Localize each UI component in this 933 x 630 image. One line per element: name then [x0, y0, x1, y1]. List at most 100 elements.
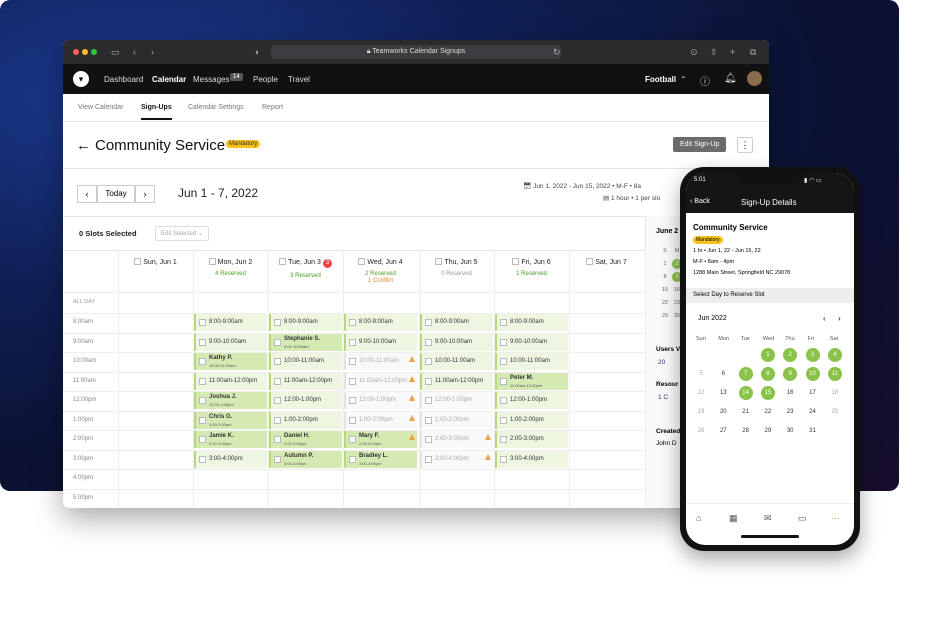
slot-checkbox[interactable] — [500, 397, 507, 404]
calendar-day[interactable]: 9 — [783, 367, 798, 381]
mini-calendar-day[interactable]: 15 — [661, 287, 669, 293]
day-checkbox[interactable] — [208, 258, 216, 265]
time-slot[interactable]: Joshua J. 12:00-1:00pm — [194, 392, 267, 409]
day-checkbox[interactable] — [358, 258, 366, 265]
slot-checkbox[interactable] — [500, 436, 507, 443]
mini-calendar-day[interactable]: S — [663, 248, 667, 254]
slot-checkbox[interactable] — [274, 455, 281, 463]
slot-checkbox[interactable] — [199, 338, 206, 346]
avatar[interactable] — [747, 71, 762, 86]
mini-calendar-day[interactable]: 29 — [661, 313, 669, 319]
time-slot[interactable]: 8:00-9:00am — [495, 314, 568, 331]
tab-view-calendar[interactable]: View Calendar — [78, 104, 124, 111]
time-slot[interactable]: 12:00-1:00pm — [420, 392, 493, 409]
slot-checkbox[interactable] — [274, 397, 281, 404]
slot-checkbox[interactable] — [500, 455, 507, 463]
folder-icon[interactable]: ▭ — [798, 513, 807, 523]
calendar-day[interactable]: 6 — [721, 371, 725, 377]
slot-checkbox[interactable] — [349, 338, 356, 346]
time-slot[interactable]: 11:00am-12:00pm — [344, 372, 417, 390]
nav-travel[interactable]: Travel — [288, 75, 310, 84]
calendar-day[interactable]: 7 — [738, 367, 753, 381]
calendar-day[interactable]: 12 — [697, 390, 705, 396]
calendar-day[interactable]: 18 — [831, 390, 839, 396]
mini-calendar-day[interactable]: 9 — [672, 272, 682, 282]
time-slot[interactable]: 9:00-10:00am — [420, 333, 493, 351]
calendar-day[interactable]: 26 — [697, 428, 705, 434]
calendar-day[interactable]: 21 — [742, 409, 749, 415]
day-checkbox[interactable] — [134, 258, 142, 265]
day-checkbox[interactable] — [279, 258, 287, 265]
calendar-day[interactable]: 28 — [742, 428, 749, 434]
slot-checkbox[interactable] — [500, 358, 507, 365]
bell-icon[interactable]: 🔔︎ — [724, 73, 737, 84]
back-arrow-icon[interactable]: ← — [76, 137, 91, 154]
time-slot[interactable]: 1:00-2:00pm — [344, 411, 417, 429]
slot-checkbox[interactable] — [349, 377, 356, 385]
tab-report[interactable]: Report — [262, 104, 284, 111]
day-header[interactable]: Sat, Jun 7 — [569, 258, 644, 266]
time-slot[interactable]: Mary F. 2:00-3:00pm — [344, 431, 417, 448]
time-slot[interactable]: 9:00-10:00am — [495, 333, 568, 351]
time-slot[interactable]: 3:00-4:00pm — [194, 450, 267, 468]
prev-month-icon[interactable]: ‹ — [823, 314, 826, 323]
mini-calendar-day[interactable]: 30 — [673, 313, 681, 319]
time-slot[interactable]: 1:00-2:00pm — [420, 411, 493, 429]
slot-checkbox[interactable] — [199, 377, 206, 385]
time-slot[interactable]: 8:00-9:00am — [420, 314, 493, 331]
slot-checkbox[interactable] — [349, 397, 356, 404]
slot-checkbox[interactable] — [274, 319, 281, 326]
calendar-day[interactable]: 5 — [699, 371, 703, 377]
calendar-day[interactable]: 15 — [760, 386, 775, 400]
next-month-icon[interactable]: › — [838, 314, 841, 323]
reload-icon[interactable]: ↻ — [553, 47, 561, 57]
time-slot[interactable]: 11:00am-12:00pm — [420, 372, 493, 390]
calendar-day[interactable]: 31 — [809, 428, 816, 434]
time-slot[interactable]: 2:00-3:00pm — [420, 431, 493, 448]
mini-calendar-day[interactable]: 16 — [673, 287, 681, 293]
slot-checkbox[interactable] — [425, 377, 432, 385]
mini-calendar-day[interactable]: 22 — [661, 300, 669, 306]
time-slot[interactable]: 2:00-3:00pm — [495, 431, 568, 448]
slot-checkbox[interactable] — [425, 338, 432, 346]
new-tab-icon[interactable]: + — [730, 47, 736, 57]
calendar-day[interactable]: 10 — [805, 367, 820, 381]
time-slot[interactable]: 8:00-9:00am — [344, 314, 417, 331]
time-slot[interactable]: Stephanie S. 9:00-10:00am — [269, 333, 342, 351]
slot-checkbox[interactable] — [349, 416, 356, 424]
calendar-day[interactable]: 2 — [783, 348, 798, 362]
day-checkbox[interactable] — [435, 258, 443, 265]
calendar-day[interactable]: 17 — [809, 390, 816, 396]
slot-checkbox[interactable] — [500, 416, 507, 424]
teamworks-logo-icon[interactable]: ▾ — [73, 71, 89, 87]
nav-messages[interactable]: Messages — [193, 75, 230, 84]
team-selector[interactable]: Football — [645, 75, 677, 84]
slot-checkbox[interactable] — [500, 319, 507, 326]
calendar-day[interactable]: 16 — [786, 390, 794, 396]
time-slot[interactable]: 9:00-10:00am — [194, 333, 267, 351]
download-icon[interactable]: ⊙ — [690, 47, 698, 57]
edit-selected-dropdown[interactable]: Edit Selected ⌄ — [155, 226, 210, 241]
time-slot[interactable]: 12:00-1:00pm — [344, 392, 417, 409]
calendar-icon[interactable]: ▦ — [729, 513, 738, 523]
maximize-dot[interactable] — [91, 49, 97, 55]
prev-week-button[interactable]: ‹ — [77, 185, 97, 203]
calendar-day[interactable]: 24 — [809, 409, 816, 415]
day-checkbox[interactable] — [586, 258, 594, 265]
nav-people[interactable]: People — [253, 75, 278, 84]
edit-sign-up-button[interactable]: Edit Sign-Up — [673, 137, 727, 152]
sidebar-icon[interactable]: ▭ — [111, 47, 120, 57]
slot-checkbox[interactable] — [349, 455, 356, 463]
time-slot[interactable]: 10:00-11:00am — [420, 353, 493, 370]
tab-calendar-settings[interactable]: Calendar Settings — [188, 104, 244, 111]
time-slot[interactable]: 8:00-9:00am — [194, 314, 267, 331]
messages-icon[interactable]: ✉ — [764, 513, 772, 523]
slot-checkbox[interactable] — [199, 416, 206, 424]
tab-sign-ups[interactable]: Sign-Ups — [141, 104, 172, 120]
mini-calendar-day[interactable]: 1 — [663, 261, 667, 267]
time-slot[interactable]: Jamie K. 2:00-3:00pm — [194, 431, 267, 448]
next-week-button[interactable]: › — [135, 185, 155, 203]
slot-checkbox[interactable] — [274, 416, 281, 424]
time-slot[interactable]: 1:00-2:00pm — [269, 411, 342, 429]
time-slot[interactable]: 3:00-4:00pm — [420, 450, 493, 468]
